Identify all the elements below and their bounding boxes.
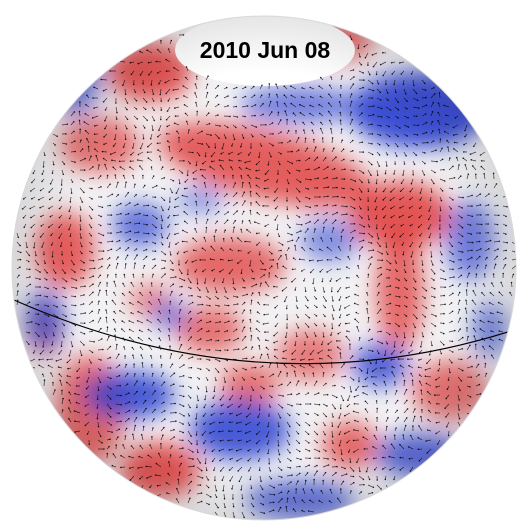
date-label: 2010 Jun 08 [199, 36, 331, 63]
sphere-outline [11, 15, 517, 521]
limb-shading [12, 16, 516, 520]
